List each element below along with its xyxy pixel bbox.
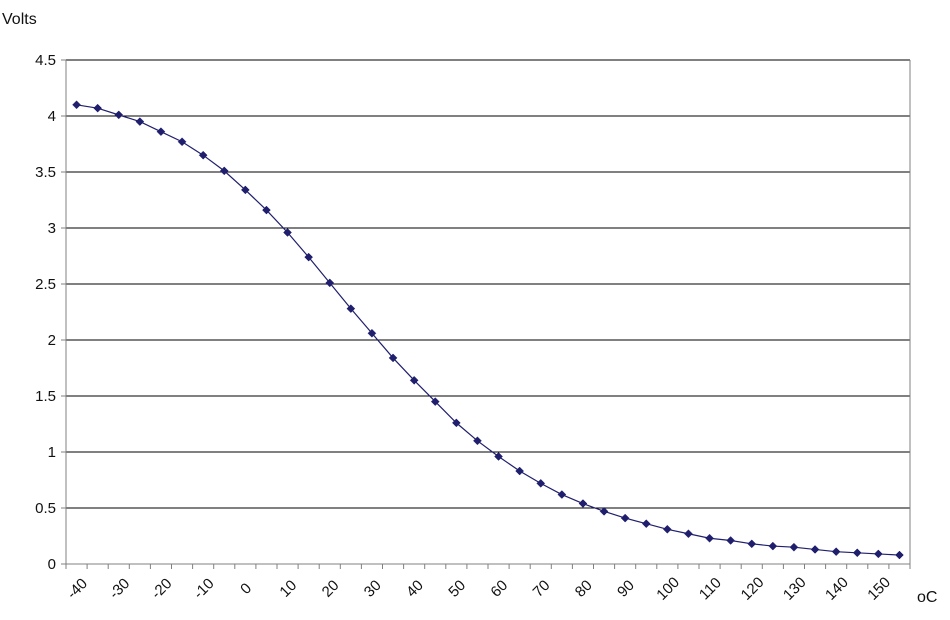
x-tick-label: 20 bbox=[319, 577, 343, 601]
data-point bbox=[515, 466, 525, 476]
data-point bbox=[219, 166, 229, 176]
series-line bbox=[76, 104, 900, 556]
data-point bbox=[684, 529, 693, 539]
data-point bbox=[283, 228, 292, 237]
y-tick-label: 0 bbox=[48, 556, 56, 573]
data-point bbox=[726, 536, 736, 545]
data-point bbox=[198, 150, 208, 160]
data-point bbox=[557, 490, 567, 499]
data-point bbox=[599, 507, 609, 516]
data-point bbox=[451, 418, 461, 428]
data-point bbox=[895, 550, 904, 560]
y-tick-label: 2 bbox=[48, 332, 56, 349]
data-point bbox=[620, 513, 630, 523]
data-point bbox=[240, 185, 250, 195]
x-tick-label: 80 bbox=[572, 577, 596, 601]
x-tick-label: 30 bbox=[361, 577, 385, 601]
x-tick-label: 10 bbox=[276, 577, 300, 601]
data-point bbox=[114, 110, 124, 120]
data-point bbox=[346, 304, 356, 313]
y-tick-label: 3 bbox=[48, 220, 56, 237]
data-point bbox=[409, 375, 419, 385]
x-tick-label: 120 bbox=[738, 574, 768, 604]
data-point bbox=[430, 397, 440, 406]
x-tick-label: 0 bbox=[237, 580, 255, 598]
data-point bbox=[789, 542, 799, 552]
data-point bbox=[705, 533, 714, 543]
data-point bbox=[325, 278, 335, 288]
data-point bbox=[93, 103, 103, 113]
y-axis-title: Volts bbox=[2, 11, 37, 28]
data-point bbox=[768, 541, 778, 551]
data-point bbox=[473, 436, 482, 446]
x-tick-label: -30 bbox=[106, 575, 133, 602]
y-tick-label: 4 bbox=[48, 108, 56, 125]
data-point bbox=[810, 545, 820, 554]
data-point bbox=[304, 252, 314, 262]
x-tick-label: -40 bbox=[64, 575, 91, 602]
data-point bbox=[747, 539, 757, 549]
data-point bbox=[72, 100, 81, 110]
data-point bbox=[641, 519, 651, 529]
data-point bbox=[662, 524, 672, 534]
x-tick-label: 130 bbox=[780, 574, 810, 604]
x-tick-label: -20 bbox=[148, 575, 175, 602]
x-tick-label: 40 bbox=[403, 577, 427, 601]
data-point bbox=[831, 547, 841, 557]
y-tick-label: 1.5 bbox=[35, 388, 56, 405]
x-tick-label: 90 bbox=[614, 577, 638, 601]
y-tick-label: 1 bbox=[48, 444, 56, 461]
data-point bbox=[536, 479, 546, 488]
x-tick-label: 60 bbox=[487, 577, 511, 601]
y-tick-label: 2.5 bbox=[35, 276, 56, 293]
data-point bbox=[388, 353, 398, 363]
x-tick-label: 140 bbox=[822, 574, 852, 604]
x-axis-title: oC bbox=[917, 589, 937, 606]
data-point bbox=[367, 328, 377, 338]
x-tick-label: -10 bbox=[190, 575, 217, 602]
x-tick-label: 50 bbox=[445, 577, 469, 601]
data-point bbox=[494, 452, 503, 461]
data-point bbox=[177, 137, 187, 147]
data-point bbox=[873, 549, 883, 559]
data-point bbox=[156, 127, 166, 137]
y-tick-label: 3.5 bbox=[35, 164, 56, 181]
x-tick-label: 70 bbox=[530, 577, 554, 601]
data-point bbox=[262, 205, 271, 215]
x-tick-label: 100 bbox=[653, 574, 683, 604]
y-tick-label: 0.5 bbox=[35, 500, 56, 517]
data-point bbox=[578, 499, 588, 508]
x-tick-label: 150 bbox=[864, 574, 894, 604]
data-point bbox=[135, 117, 145, 126]
x-tick-label: 110 bbox=[696, 574, 725, 603]
y-tick-label: 4.5 bbox=[35, 52, 56, 69]
data-point bbox=[852, 548, 862, 558]
